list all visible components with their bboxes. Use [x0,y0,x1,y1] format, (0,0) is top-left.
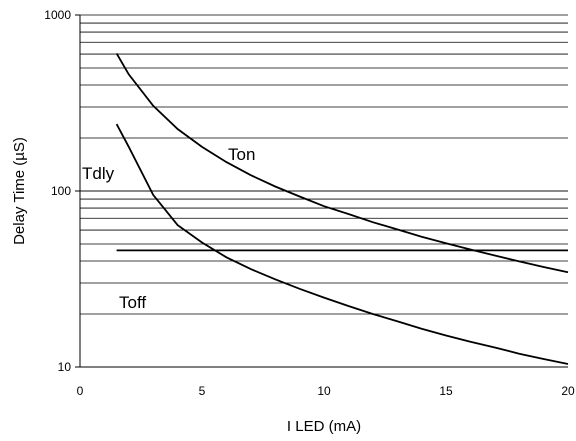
series-labels: Ton Tdly Toff [82,145,255,312]
series-label-ton: Ton [228,145,255,164]
x-tick-labels: 0 5 10 15 20 [77,384,575,398]
y-tick-label: 10 [58,360,72,374]
x-tick-label: 20 [561,384,575,398]
x-tick-label: 5 [199,384,206,398]
y-axis-title: Delay Time (µS) [11,137,28,245]
y-tick-label: 1000 [44,8,71,22]
y-tick-label: 100 [51,184,71,198]
x-tick-label: 10 [317,384,331,398]
grid-lines [80,14,568,368]
x-tick-label: 15 [439,384,453,398]
y-tick-labels: 10 100 1000 [44,8,80,374]
series-label-toff: Toff [119,293,146,312]
series-lines [115,52,569,365]
x-tick-label: 0 [77,384,84,398]
series-line-ton [115,52,569,274]
series-line-toff [115,123,569,365]
x-axis-title: I LED (mA) [287,418,361,435]
series-label-tdly: Tdly [82,164,115,183]
